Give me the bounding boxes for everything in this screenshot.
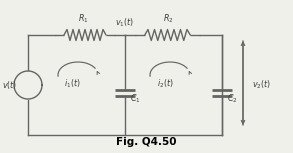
Text: Fig. Q4.50: Fig. Q4.50: [116, 137, 176, 147]
Text: $R_2$: $R_2$: [163, 13, 173, 25]
Text: $C_2$: $C_2$: [227, 93, 238, 105]
Text: $i_2(t)$: $i_2(t)$: [157, 77, 173, 90]
Text: $C_1$: $C_1$: [130, 93, 141, 105]
Text: $i_1(t)$: $i_1(t)$: [64, 77, 80, 90]
Text: $R_1$: $R_1$: [78, 13, 88, 25]
Text: $v_2(t)$: $v_2(t)$: [252, 79, 271, 91]
Text: $v(t)$: $v(t)$: [2, 79, 18, 91]
Text: $v_1(t)$: $v_1(t)$: [115, 17, 134, 29]
